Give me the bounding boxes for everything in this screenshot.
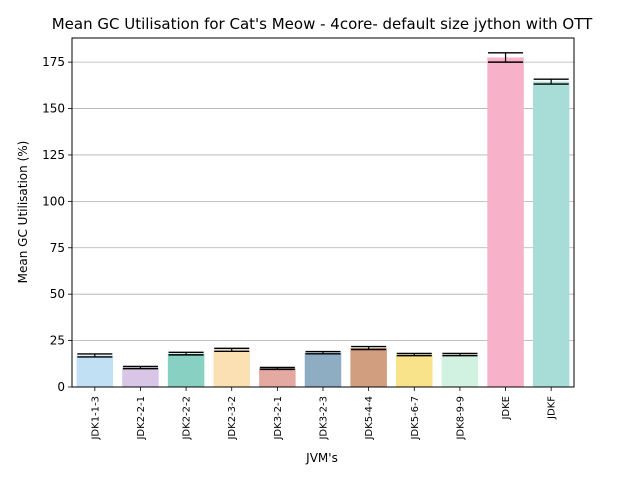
y-tick-label: 0 (57, 380, 65, 394)
bar-jdk2-3-2 (213, 349, 250, 387)
x-tick-label: JDK5-6-7 (410, 396, 421, 441)
x-tick-label: JDK2-2-2 (182, 396, 193, 441)
x-tick-label: JDK2-3-2 (227, 396, 238, 441)
bar-jdk5-4-4 (350, 348, 387, 387)
bar-jdke (487, 57, 524, 388)
bar-jdk8-9-9 (441, 354, 479, 387)
y-axis-ticks: 0 25 50 75 100 125 150 175 (42, 55, 72, 394)
x-tick-label: JDK8-9-9 (455, 396, 466, 441)
y-axis-label: Mean GC Utilisation (%) (16, 141, 30, 284)
y-tick-label: 175 (42, 55, 65, 69)
bar-jdk3-2-1 (259, 368, 296, 387)
chart-title: Mean GC Utilisation for Cat's Meow - 4co… (52, 15, 593, 33)
x-tick-label: JDK1-1-3 (90, 396, 101, 441)
bar-jdk2-2-1 (122, 367, 159, 387)
y-tick-label: 100 (42, 194, 65, 208)
x-axis-label: JVM's (305, 451, 338, 465)
bars (76, 57, 570, 388)
x-tick-label: JDKF (547, 396, 558, 420)
y-tick-label: 50 (50, 287, 65, 301)
y-tick-label: 125 (42, 148, 65, 162)
x-tick-label: JDK3-2-3 (319, 396, 330, 441)
y-tick-label: 150 (42, 102, 65, 116)
x-tick-label: JDK3-2-1 (273, 396, 284, 441)
bar-jdkf (532, 81, 570, 387)
x-tick-label: JDK2-2-1 (136, 396, 147, 441)
grid-lines (72, 61, 574, 388)
x-tick-label: JDKE (501, 396, 512, 421)
bar-jdk2-2-2 (167, 353, 205, 387)
bar-jdk3-2-3 (304, 352, 342, 387)
bar-jdk1-1-3 (76, 355, 114, 387)
bar-jdk5-6-7 (396, 354, 433, 387)
x-axis-ticks: JDK1-1-3 JDK2-2-1 JDK2-2-2 JDK2-3-2 JDK3-2-1… (90, 387, 558, 441)
y-tick-label: 75 (50, 241, 65, 255)
y-tick-label: 25 (50, 334, 65, 348)
x-tick-label: JDK5-4-4 (364, 396, 375, 441)
error-bars (77, 52, 569, 371)
